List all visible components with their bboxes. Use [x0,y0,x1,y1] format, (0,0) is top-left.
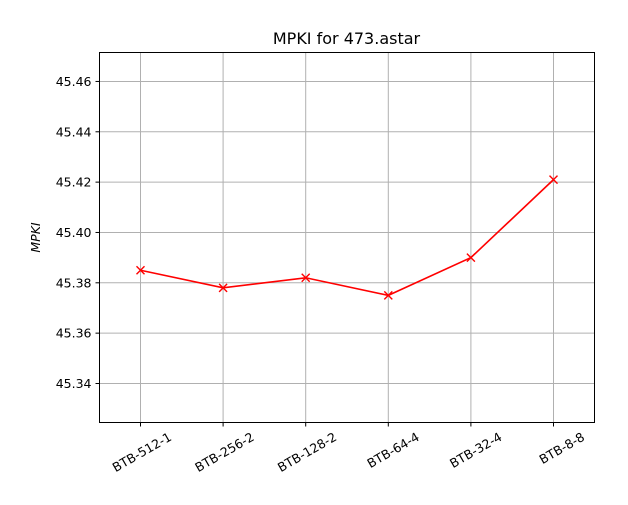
y-tick-label: 45.38 [56,275,92,290]
data-point-marker [549,175,558,185]
x-tick-label: BTB-512-1 [110,429,174,475]
y-axis-label: MPKI [28,222,43,253]
x-axis-ticks: BTB-512-1 BTB-256-2 BTB-128-2 BTB-64-4 BTB-3… [110,422,587,475]
x-tick-label: BTB-256-2 [192,429,256,475]
data-point-marker [383,290,393,300]
x-tick-label: BTB-8-8 [536,429,587,467]
y-tick-label: 45.40 [56,225,92,240]
y-axis-ticks: 45.34 45.36 45.38 45.40 45.42 45.44 45.46 [56,74,100,391]
y-tick-label: 45.36 [56,326,92,341]
y-tick-label: 45.42 [56,175,92,190]
data-point-marker [218,283,228,293]
data-point-marker [136,265,145,275]
grid [99,52,595,423]
y-tick-label: 45.44 [56,124,92,139]
series-layer [136,175,558,300]
y-tick-label: 45.46 [56,74,92,89]
x-tick-label: BTB-64-4 [364,429,421,471]
chart-title: MPKI for 473.astar [273,29,421,48]
y-tick-label: 45.34 [56,376,92,391]
data-point-marker [301,273,311,283]
data-point-marker [466,253,476,263]
x-tick-label: BTB-128-2 [275,429,339,475]
x-tick-label: BTB-32-4 [447,429,504,471]
axes-frame [99,52,595,423]
series-line [140,179,555,297]
